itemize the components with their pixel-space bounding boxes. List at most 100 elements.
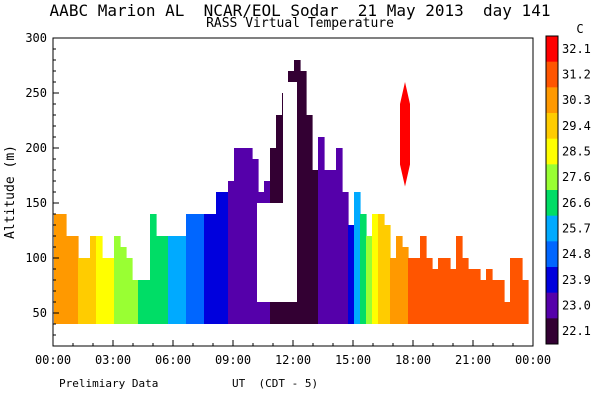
data-column-72 (486, 269, 493, 324)
data-column-73 (492, 280, 499, 324)
x-tick-label: 09:00 (215, 353, 251, 367)
colorbar-label: 30.3 (562, 93, 591, 107)
data-column-57 (396, 236, 403, 324)
y-tick-label: 250 (25, 86, 47, 100)
data-column-24 (198, 214, 205, 324)
data-column-3 (72, 236, 79, 324)
data-column-50 (354, 192, 361, 324)
y-axis: 50 100 150 200 250 300 (25, 31, 59, 336)
data-column-40 (294, 60, 301, 324)
x-tick-label: 03:00 (95, 353, 131, 367)
colorbar-swatch-6 (546, 190, 558, 217)
data-column-5 (84, 258, 91, 324)
data-column-13 (132, 280, 139, 324)
colorbar-label: 25.7 (562, 222, 591, 236)
data-column-78 (522, 280, 529, 324)
x-tick-label: 21:00 (455, 353, 491, 367)
data-column-76 (510, 258, 517, 324)
colorbar-label: 23.0 (562, 299, 591, 313)
data-column-71 (480, 280, 487, 324)
data-column-4 (78, 258, 85, 324)
data-column-27 (216, 192, 223, 324)
data-column-15 (144, 280, 151, 324)
data-column-63 (432, 269, 439, 324)
colorbar-label: 29.4 (562, 119, 591, 133)
chart-title: AABC Marion AL NCAR/EOL Sodar 21 May 201… (49, 1, 551, 20)
data-column-11 (120, 247, 127, 324)
x-tick-label: 18:00 (395, 353, 431, 367)
hot-plume-mark (400, 82, 410, 187)
data-column-56 (390, 258, 397, 324)
data-column-64 (438, 258, 445, 324)
y-tick-label: 100 (25, 251, 47, 265)
data-column-55 (384, 225, 391, 324)
data-column-30 (234, 148, 241, 324)
colorbar-unit: C (576, 22, 583, 36)
colorbar-label: 28.5 (562, 145, 591, 159)
data-column-21 (180, 236, 187, 324)
data-column-48 (342, 192, 349, 324)
colorbar-swatch-7 (546, 215, 558, 242)
data-column-8 (102, 258, 109, 324)
data-column-46 (330, 170, 337, 324)
missing-data-gap-0 (283, 82, 297, 302)
data-column-62 (426, 258, 433, 324)
data-column-51 (360, 214, 367, 324)
data-column-70 (474, 269, 481, 324)
data-column-69 (468, 269, 475, 324)
data-column-23 (192, 214, 199, 324)
colorbar-swatch-3 (546, 113, 558, 140)
data-column-28 (222, 192, 229, 324)
data-column-68 (462, 258, 469, 324)
data-column-0 (54, 214, 61, 324)
data-column-22 (186, 214, 193, 324)
data-column-6 (90, 236, 97, 324)
y-axis-label: Altitude (m) (3, 145, 18, 239)
x-axis-label: UT (CDT - 5) (232, 377, 319, 390)
colorbar-swatch-5 (546, 164, 558, 191)
data-column-29 (228, 181, 235, 324)
data-column-74 (498, 280, 505, 324)
colorbar-swatch-0 (546, 36, 558, 63)
x-tick-label: 00:00 (515, 353, 551, 367)
data-column-1 (60, 214, 67, 324)
data-column-44 (318, 137, 325, 324)
colorbar-label: 24.8 (562, 247, 591, 261)
data-column-45 (324, 170, 331, 324)
colorbar-swatch-9 (546, 267, 558, 294)
colorbar-swatch-8 (546, 241, 558, 268)
data-column-14 (138, 280, 145, 324)
data-column-32 (246, 148, 253, 324)
chart-subtitle: RASS Virtual Temperature (206, 16, 394, 31)
data-column-49 (348, 225, 355, 324)
data-column-52 (366, 236, 373, 324)
data-column-9 (108, 258, 115, 324)
missing-data-gap-1 (257, 203, 283, 302)
colorbar-label: 27.6 (562, 170, 591, 184)
x-tick-label: 06:00 (155, 353, 191, 367)
colorbar-label: 23.9 (562, 273, 591, 287)
data-column-75 (504, 302, 511, 324)
x-tick-label: 12:00 (275, 353, 311, 367)
colorbar: 32.1 31.2 30.3 29.4 28.5 27.6 26.6 25.7 24.8 23.9… (545, 35, 591, 345)
y-tick-label: 200 (25, 141, 47, 155)
colorbar-swatch-4 (546, 138, 558, 165)
preliminary-data-note: Prelimiary Data (59, 377, 159, 390)
data-column-60 (414, 258, 421, 324)
data-column-65 (444, 258, 451, 324)
data-column-20 (174, 236, 181, 324)
y-tick-label: 300 (25, 31, 47, 45)
colorbar-swatch-10 (546, 292, 558, 319)
data-column-59 (408, 258, 415, 324)
x-axis: 00:00 03:00 06:00 09:00 12:00 15:00 18:00 21:00… (35, 340, 551, 367)
data-column-7 (96, 236, 103, 324)
data-column-17 (156, 236, 163, 324)
colorbar-label: 26.6 (562, 196, 591, 210)
data-column-61 (420, 236, 427, 324)
data-column-42 (306, 115, 313, 324)
data-column-26 (210, 214, 217, 324)
colorbar-swatch-11 (546, 318, 558, 345)
y-tick-label: 150 (25, 196, 47, 210)
colorbar-label: 22.1 (562, 324, 591, 338)
